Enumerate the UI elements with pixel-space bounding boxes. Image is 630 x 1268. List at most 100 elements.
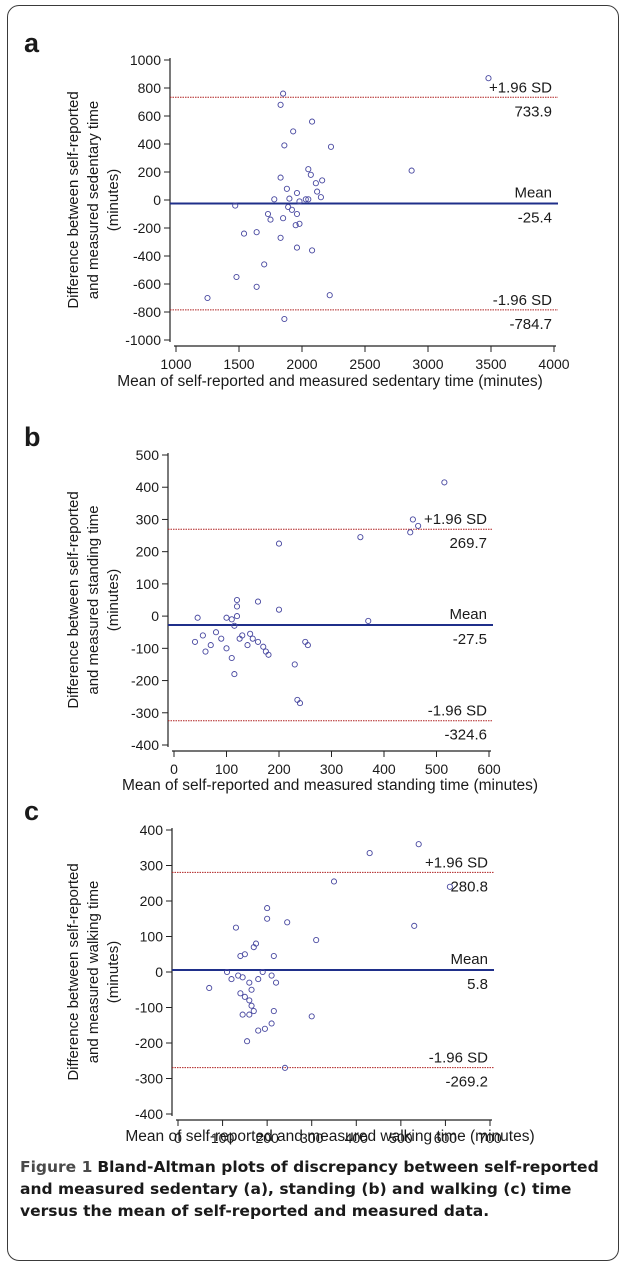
panel-c-data-point	[313, 937, 320, 944]
panel-a-y-tick-label: 400	[138, 136, 162, 152]
panel-b-data-point	[249, 635, 256, 642]
panel-a-y-tick-label: -200	[133, 220, 161, 236]
panel-c-data-point	[415, 841, 422, 848]
panel-b-data-point	[207, 642, 214, 649]
panel-a-data-point	[271, 196, 278, 203]
panel-a-y-tick-label: 800	[138, 80, 162, 96]
panel-b-y-tick-label: 300	[136, 511, 160, 527]
panel-b-data-point	[291, 661, 298, 668]
panel-b-x-tick-label: 0	[170, 761, 178, 777]
panel-b-data-point	[199, 632, 206, 639]
panel-a-y-tick-label: 600	[138, 108, 162, 124]
panel-c-y-tick-label: 100	[140, 929, 164, 945]
panel-b-data-point	[304, 642, 311, 649]
panel-a-mean-value: -25.4	[518, 210, 552, 227]
panel-a-y-tick-label: -400	[133, 248, 161, 264]
panel-a-data-point	[317, 194, 324, 201]
panel-a-x-tick-label: 2500	[349, 356, 380, 372]
panel-b-x-tick-label: 600	[477, 761, 501, 777]
panel-c-y-tick-label: 0	[155, 964, 163, 980]
panel-b-y-tick-label: -200	[131, 673, 159, 689]
panel-a-upper-loa-label: +1.96 SD	[489, 79, 552, 96]
panel-c-upper-loa-value: 280.8	[450, 878, 488, 895]
panel-a-y-tick-label: -1000	[125, 332, 161, 348]
panel-c-data-point	[268, 1020, 275, 1027]
panel-a-data-point	[296, 220, 303, 227]
panel-c-lower-loa-value: -269.2	[445, 1074, 488, 1091]
panel-b-data-point	[239, 632, 246, 639]
panel-b-data-point	[247, 630, 254, 637]
panel-a-x-tick-label: 4000	[538, 356, 569, 372]
panel-a-x-tick-label: 3000	[412, 356, 443, 372]
panel-c-data-point	[250, 944, 257, 951]
panel-b-y-label-line: (minutes)	[105, 569, 122, 632]
panel-c-upper-loa-label: +1.96 SD	[425, 854, 488, 871]
panel-c-data-point	[366, 850, 373, 857]
panel-c-y-label-line: and measured walking time	[85, 881, 102, 1064]
panel-b-data-point	[296, 700, 304, 707]
panel-c-y-tick-label: -300	[135, 1071, 163, 1087]
panel-b-data-point	[223, 614, 230, 621]
panel-a-data-point	[261, 261, 268, 268]
panel-c-y-label-line: (minutes)	[105, 941, 122, 1004]
panel-c-data-point	[446, 883, 453, 890]
panel-a-data-point	[326, 292, 333, 299]
panel-c-y-label-line: Difference between self-reported	[65, 863, 82, 1080]
panel-a-data-point	[293, 244, 301, 251]
panel-a-data-point	[293, 210, 301, 218]
panel-b-data-point	[244, 642, 251, 649]
panel-a-data-point	[485, 75, 492, 82]
panel-c-y-tick-label: -100	[135, 1000, 163, 1016]
panel-c-y-tick-label: 400	[140, 822, 164, 838]
panel-b-data-point	[260, 643, 267, 650]
panel-c-data-point	[261, 1025, 268, 1032]
panel-b-y-tick-label: 100	[136, 576, 160, 592]
panel-c-x-tick-label: 500	[389, 1130, 413, 1146]
panel-a-y-tick-label: -600	[133, 276, 161, 292]
panel-c-data-point	[281, 1064, 289, 1071]
panel-a-data-point	[281, 142, 288, 149]
panel-b-data-point	[228, 654, 235, 662]
panel-c-mean-value: 5.8	[467, 976, 488, 993]
panel-c-x-tick-label: 200	[255, 1130, 279, 1146]
panel-b-y-tick-label: 0	[151, 608, 159, 624]
panel-a-data-point	[312, 180, 319, 187]
figure-caption: Figure 1 Bland-Altman plots of discrepan…	[20, 1156, 610, 1222]
panel-a-data-point	[253, 283, 260, 290]
panel-c-data-point	[223, 968, 231, 976]
panel-b-data-point	[218, 635, 225, 642]
panel-b-upper-loa-label: +1.96 SD	[424, 511, 487, 528]
panel-c-y-tick-label: 200	[140, 893, 164, 909]
figure-label: Figure 1	[20, 1158, 93, 1176]
panel-c-data-point	[270, 1008, 277, 1015]
panel-b-y-tick-label: -100	[131, 640, 159, 656]
panel-c-data-point	[255, 976, 262, 983]
panel-a-upper-loa-value: 733.9	[514, 103, 552, 120]
panel-b-upper-loa-value: 269.7	[449, 535, 487, 552]
panel-b-data-point	[191, 638, 199, 645]
panel-a-data-point	[305, 166, 312, 173]
panel-a-data-point	[253, 229, 260, 236]
panel-c-x-tick-label: 600	[434, 1130, 458, 1146]
panel-a-data-point	[280, 215, 287, 222]
panel-b-y-tick-label: 500	[136, 447, 160, 463]
panel-c-data-point	[246, 979, 253, 986]
panel-a-data-point	[302, 196, 309, 203]
panel-b-y-tick-label: 400	[136, 479, 160, 495]
panel-c-data-point	[239, 974, 246, 981]
figure-frame	[7, 5, 619, 1261]
panel-b-y-tick-label: -400	[131, 737, 159, 753]
caption-text: Bland-Altman plots of discrepancy betwee…	[20, 1158, 599, 1220]
panel-c-y-tick-label: -400	[135, 1106, 163, 1122]
panel-a-y-label-line: (minutes)	[105, 169, 122, 232]
panel-b-x-tick-label: 100	[215, 761, 239, 777]
panel-c-data-point	[268, 972, 275, 979]
panel-a-data-point	[309, 247, 316, 254]
panel-a-y-tick-label: 1000	[130, 52, 161, 68]
panel-c-data-point	[259, 968, 266, 976]
panel-c-data-point	[411, 922, 418, 929]
panel-b-data-point	[365, 617, 372, 624]
panel-a-data-point	[280, 90, 287, 97]
panel-a-lower-loa-label: -1.96 SD	[493, 292, 552, 309]
panel-b-data-point	[265, 651, 272, 658]
